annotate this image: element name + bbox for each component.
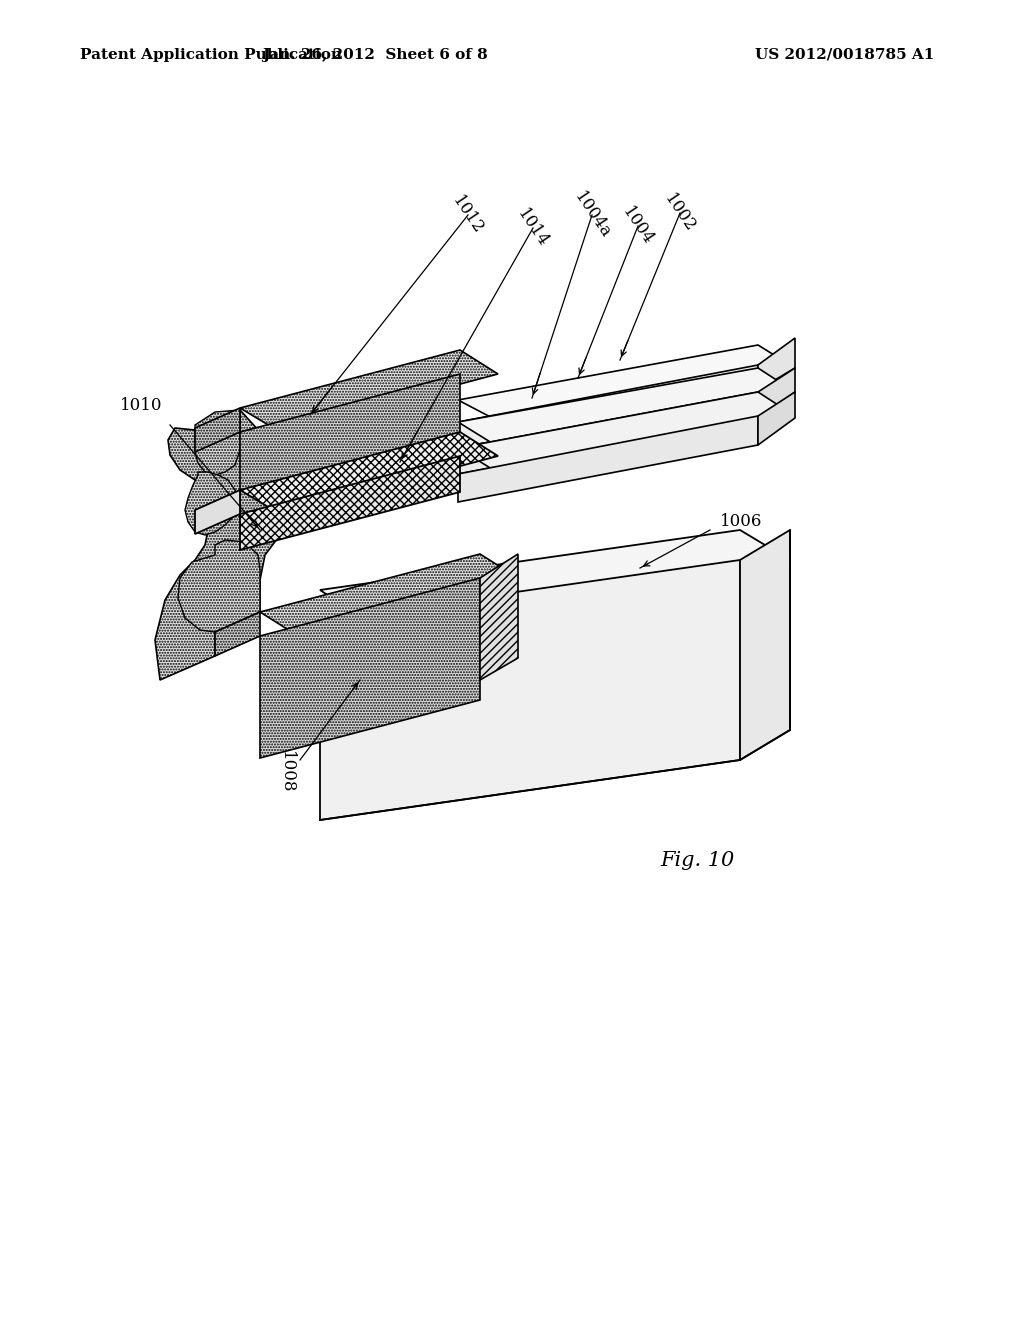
Text: 1008: 1008 (278, 751, 295, 793)
Text: 1012: 1012 (450, 193, 487, 238)
Polygon shape (319, 531, 790, 620)
Text: Patent Application Publication: Patent Application Publication (80, 48, 342, 62)
Polygon shape (240, 350, 498, 432)
PathPatch shape (178, 540, 260, 632)
Polygon shape (240, 432, 498, 513)
Polygon shape (458, 368, 795, 447)
Polygon shape (740, 531, 790, 760)
Polygon shape (240, 374, 460, 520)
PathPatch shape (195, 411, 240, 475)
Polygon shape (260, 554, 518, 636)
Polygon shape (758, 368, 795, 418)
Polygon shape (458, 366, 758, 447)
Polygon shape (195, 408, 240, 451)
Text: Fig. 10: Fig. 10 (660, 850, 734, 870)
Text: 1006: 1006 (720, 513, 763, 531)
Polygon shape (458, 392, 795, 474)
Polygon shape (458, 345, 795, 422)
Polygon shape (458, 416, 758, 502)
Polygon shape (260, 578, 480, 758)
Text: US 2012/0018785 A1: US 2012/0018785 A1 (755, 48, 934, 62)
Text: Jan. 26, 2012  Sheet 6 of 8: Jan. 26, 2012 Sheet 6 of 8 (262, 48, 487, 62)
Text: 1004a: 1004a (570, 189, 613, 242)
Polygon shape (758, 392, 795, 445)
PathPatch shape (155, 411, 310, 680)
Polygon shape (319, 560, 740, 820)
Polygon shape (195, 490, 240, 535)
Polygon shape (758, 338, 795, 389)
Polygon shape (458, 392, 758, 474)
Polygon shape (240, 455, 460, 550)
Polygon shape (215, 612, 260, 656)
PathPatch shape (185, 473, 238, 535)
Text: 1010: 1010 (120, 396, 163, 413)
Polygon shape (480, 554, 518, 680)
Text: 1002: 1002 (662, 190, 699, 235)
Text: 1004: 1004 (620, 203, 657, 248)
Text: 1014: 1014 (514, 206, 552, 251)
